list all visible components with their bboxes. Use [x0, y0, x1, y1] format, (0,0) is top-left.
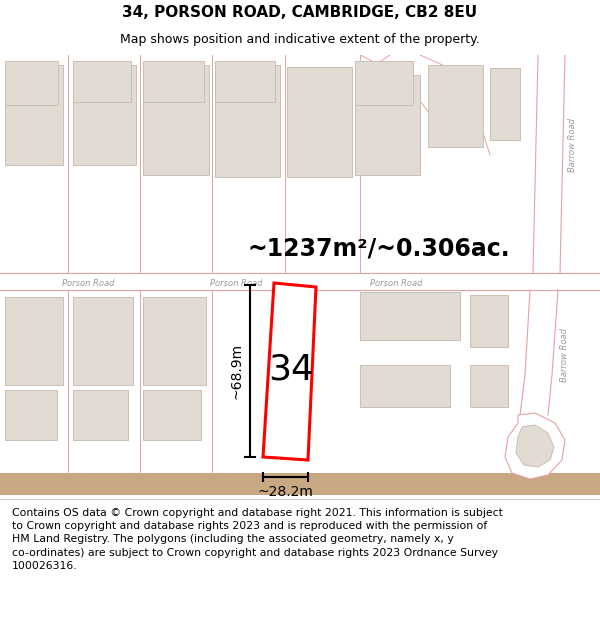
Bar: [470, 295, 508, 347]
Polygon shape: [263, 283, 316, 460]
Text: Map shows position and indicative extent of the property.: Map shows position and indicative extent…: [120, 33, 480, 46]
Bar: [215, 61, 275, 102]
Text: Barrow Road: Barrow Road: [568, 118, 577, 172]
Bar: [73, 390, 128, 440]
Text: ~1237m²/~0.306ac.: ~1237m²/~0.306ac.: [248, 236, 511, 260]
Bar: [428, 65, 483, 147]
Text: Porson Road: Porson Road: [62, 279, 115, 288]
Polygon shape: [520, 290, 558, 415]
Bar: [5, 61, 58, 105]
Text: ~68.9m: ~68.9m: [230, 343, 244, 399]
Polygon shape: [505, 413, 565, 479]
Bar: [360, 292, 460, 340]
Bar: [5, 297, 63, 385]
Bar: [355, 61, 413, 105]
Text: ~28.2m: ~28.2m: [257, 485, 313, 499]
Text: 34, PORSON ROAD, CAMBRIDGE, CB2 8EU: 34, PORSON ROAD, CAMBRIDGE, CB2 8EU: [122, 4, 478, 19]
Text: Contains OS data © Crown copyright and database right 2021. This information is : Contains OS data © Crown copyright and d…: [12, 508, 503, 571]
Polygon shape: [533, 55, 565, 273]
Bar: [73, 61, 131, 102]
Bar: [5, 65, 63, 165]
Bar: [360, 365, 450, 407]
Text: Barrow Road: Barrow Road: [560, 328, 569, 382]
Bar: [143, 297, 206, 385]
Bar: [0, 473, 600, 495]
Bar: [287, 67, 352, 177]
Bar: [490, 68, 520, 140]
Bar: [143, 61, 204, 102]
Text: Porson Road: Porson Road: [370, 279, 422, 288]
Text: Porson Road: Porson Road: [210, 279, 263, 288]
Bar: [143, 65, 209, 175]
Text: 34: 34: [268, 353, 314, 387]
Bar: [0, 273, 600, 290]
Polygon shape: [516, 425, 554, 467]
Bar: [215, 65, 280, 177]
Bar: [143, 390, 201, 440]
Bar: [355, 75, 420, 175]
Bar: [73, 65, 136, 165]
Bar: [470, 365, 508, 407]
Bar: [73, 297, 133, 385]
Bar: [5, 390, 57, 440]
